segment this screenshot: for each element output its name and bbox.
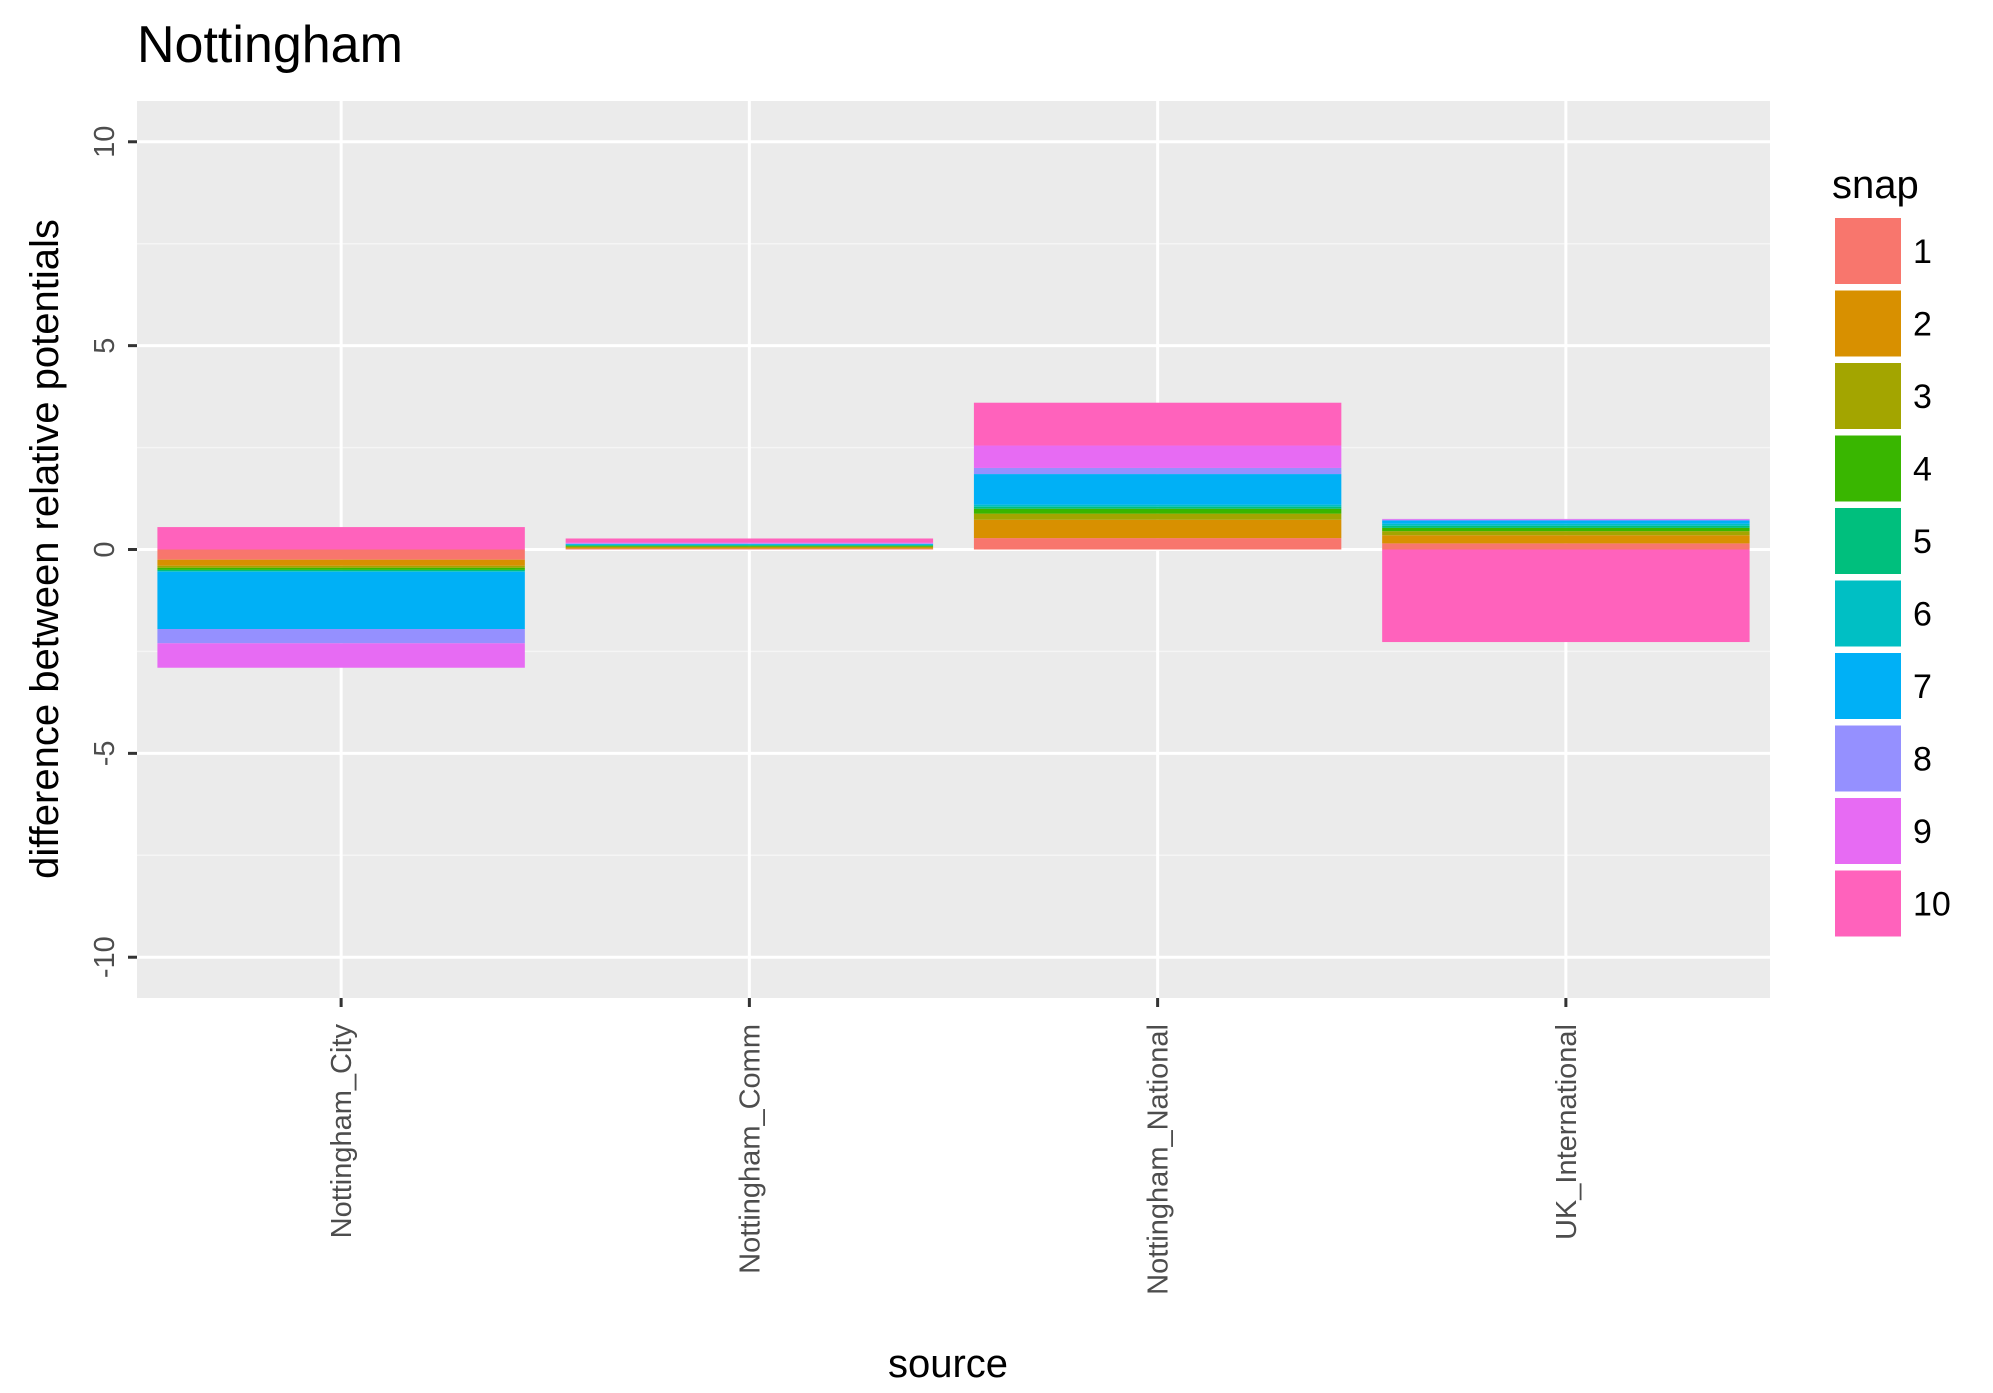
- legend: snap 1 2 3 4 5 6 7 8 9 10: [1832, 163, 1951, 937]
- bar-segment-Nottingham_Comm-snap-5: [565, 545, 934, 546]
- legend-key-5: [1835, 508, 1901, 574]
- bar-segment-Nottingham_City-snap-5: [157, 569, 525, 572]
- legend-label-4: 4: [1913, 451, 1932, 489]
- bar-segment-Nottingham_Comm-snap-9: [565, 542, 934, 544]
- bar-segment-Nottingham_City-snap-2: [157, 559, 525, 566]
- bar-segment-UK_International-snap-8: [1382, 519, 1750, 521]
- bar-segment-UK_International-snap-2: [1382, 535, 1750, 544]
- bar-segment-UK_International-snap-10: [1382, 549, 1750, 643]
- bar-segment-Nottingham_City-snap-9: [157, 643, 525, 668]
- x-axis-title: source: [888, 1342, 1008, 1386]
- y-tick-label: -10: [89, 936, 121, 978]
- y-tick-label: -5: [89, 740, 121, 766]
- y-axis: -10 -5 0 5 10: [89, 126, 137, 978]
- legend-key-3: [1835, 363, 1901, 429]
- bar-segment-Nottingham_Comm-snap-10: [565, 538, 934, 543]
- legend-label-7: 7: [1913, 668, 1932, 706]
- x-tick-label: Nottingham_City: [326, 1024, 358, 1239]
- y-axis-title: difference between relative potentials: [23, 219, 67, 879]
- y-tick-label: 5: [89, 338, 121, 354]
- legend-key-6: [1835, 580, 1901, 647]
- legend-key-2: [1835, 290, 1901, 357]
- legend-key-8: [1835, 725, 1901, 792]
- bar-segment-Nottingham_City-snap-6: [157, 571, 525, 572]
- bar-segment-UK_International-snap-4: [1382, 527, 1750, 532]
- legend-label-1: 1: [1913, 233, 1932, 271]
- bar-segment-Nottingham_National-snap-4: [973, 508, 1342, 514]
- y-tick-label: 0: [89, 541, 121, 557]
- bar-segment-Nottingham_National-snap-7: [973, 474, 1342, 505]
- legend-key-9: [1835, 798, 1901, 864]
- bar-segment-Nottingham_City-snap-4: [157, 567, 525, 570]
- bar-segment-Nottingham_City-snap-10: [157, 527, 525, 550]
- legend-label-8: 8: [1913, 741, 1932, 779]
- legend-key-4: [1835, 435, 1901, 502]
- bar-segment-UK_International-snap-7: [1382, 520, 1750, 524]
- legend-title: snap: [1832, 163, 1919, 207]
- bar-segment-Nottingham_Comm-snap-2: [565, 547, 934, 549]
- bar-segment-Nottingham_City-snap-7: [157, 571, 525, 630]
- legend-label-6: 6: [1913, 596, 1932, 634]
- bar-segment-UK_International-snap-1: [1382, 543, 1750, 550]
- bar-segment-UK_International-snap-3: [1382, 531, 1750, 536]
- bar-segment-Nottingham_National-snap-9: [973, 445, 1342, 468]
- bar-segment-Nottingham_National-snap-5: [973, 506, 1342, 509]
- bar-segment-Nottingham_City-snap-1: [157, 549, 525, 560]
- bar-segment-UK_International-snap-6: [1382, 523, 1750, 526]
- bar-segment-Nottingham_National-snap-1: [973, 538, 1342, 550]
- legend-key-10: [1835, 870, 1901, 937]
- bar-segment-Nottingham_Comm-snap-4: [565, 545, 934, 547]
- legend-key-1: [1835, 218, 1901, 284]
- bar-segment-Nottingham_Comm-snap-7: [565, 543, 934, 545]
- legend-label-2: 2: [1913, 306, 1932, 344]
- bar-segment-Nottingham_National-snap-10: [973, 402, 1342, 446]
- legend-label-3: 3: [1913, 378, 1932, 416]
- x-tick-label: UK_International: [1551, 1024, 1583, 1240]
- bar-segment-Nottingham_National-snap-6: [973, 504, 1342, 507]
- bar-segment-UK_International-snap-5: [1382, 525, 1750, 528]
- legend-key-7: [1835, 653, 1901, 719]
- bar-segment-UK_International-snap-9: [1382, 518, 1750, 520]
- legend-label-10: 10: [1913, 886, 1951, 924]
- legend-label-9: 9: [1913, 813, 1932, 851]
- bar-segment-Nottingham_City-snap-8: [157, 629, 525, 644]
- legend-label-5: 5: [1913, 523, 1932, 561]
- x-axis: Nottingham_City Nottingham_Comm Nottingham…: [326, 998, 1583, 1295]
- x-tick-label: Nottingham_Comm: [734, 1024, 766, 1274]
- bar-segment-Nottingham_National-snap-3: [973, 513, 1342, 520]
- bars: [157, 402, 1750, 668]
- bar-segment-Nottingham_National-snap-8: [973, 467, 1342, 475]
- y-tick-label: 10: [89, 126, 121, 158]
- bar-segment-Nottingham_City-snap-3: [157, 565, 525, 568]
- chart-title: Nottingham: [137, 16, 403, 74]
- x-tick-label: Nottingham_National: [1143, 1024, 1175, 1295]
- bar-segment-Nottingham_National-snap-2: [973, 519, 1342, 539]
- bar-segment-Nottingham_Comm-snap-3: [565, 546, 934, 548]
- bar-segment-Nottingham_Comm-snap-1: [565, 548, 934, 550]
